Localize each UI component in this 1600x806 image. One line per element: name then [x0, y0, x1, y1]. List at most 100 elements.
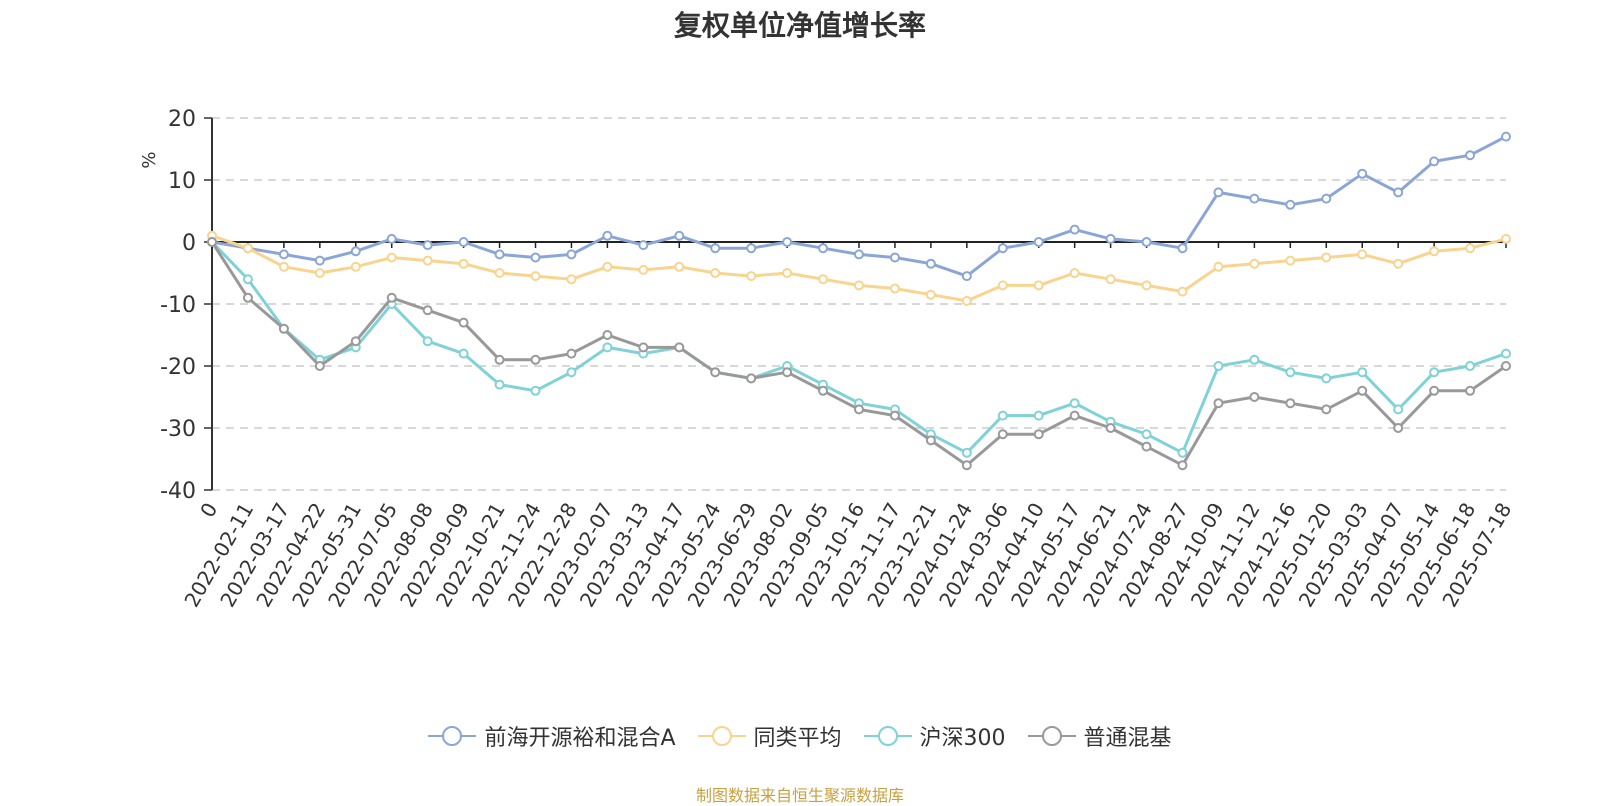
data-point	[1357, 385, 1368, 396]
data-point	[1393, 258, 1404, 269]
data-point	[818, 385, 829, 396]
data-point	[458, 348, 469, 359]
data-point	[638, 342, 649, 353]
data-point	[1465, 243, 1476, 254]
data-point	[386, 292, 397, 303]
data-point	[458, 317, 469, 328]
data-point	[1105, 233, 1116, 244]
y-tick-label: 20	[168, 107, 196, 132]
data-point	[1501, 131, 1511, 142]
data-point	[674, 261, 685, 272]
data-point	[1177, 460, 1188, 471]
data-point	[566, 274, 577, 285]
data-point	[1393, 423, 1404, 433]
data-point	[314, 255, 325, 266]
data-point	[818, 274, 829, 285]
data-point	[1357, 249, 1368, 260]
data-point	[710, 268, 721, 278]
data-point	[494, 268, 505, 278]
data-point	[997, 243, 1008, 254]
data-point	[1249, 193, 1260, 204]
data-point	[458, 237, 469, 247]
chart-title: 复权单位净值增长率	[673, 9, 926, 42]
data-point	[854, 280, 864, 291]
data-point	[314, 361, 325, 371]
data-point	[1177, 243, 1188, 254]
data-point	[638, 240, 649, 251]
legend-item[interactable]: 普通混基	[1027, 720, 1172, 752]
data-point	[494, 249, 505, 260]
data-point	[494, 354, 505, 365]
data-point	[350, 261, 361, 272]
data-point	[422, 240, 433, 251]
data-point	[710, 367, 721, 378]
data-point	[1321, 404, 1332, 415]
data-point	[1069, 398, 1080, 409]
data-point	[1429, 367, 1440, 378]
data-point	[1465, 150, 1476, 161]
data-point	[350, 336, 361, 347]
data-point	[1141, 441, 1152, 452]
data-point	[242, 274, 253, 285]
data-point	[386, 233, 397, 244]
data-point	[566, 249, 577, 260]
data-point	[925, 289, 936, 300]
data-point	[1501, 233, 1511, 244]
data-point	[1069, 224, 1080, 235]
data-point	[854, 249, 864, 260]
series-line-2	[210, 240, 1507, 455]
data-point	[242, 292, 253, 303]
data-point	[1033, 410, 1044, 421]
legend-item[interactable]: 同类平均	[697, 720, 842, 752]
legend-marker-icon	[697, 726, 746, 746]
data-point	[1249, 258, 1260, 269]
data-point	[1321, 252, 1332, 263]
source-note: 制图数据来自恒生聚源数据库	[695, 786, 904, 805]
data-point	[1393, 187, 1404, 198]
data-point	[961, 271, 972, 282]
data-point	[1429, 385, 1440, 396]
data-point	[1249, 392, 1260, 402]
data-point	[602, 330, 613, 340]
data-point	[1033, 280, 1044, 291]
legend-item[interactable]: 前海开源裕和混合A	[428, 720, 676, 752]
data-point	[1213, 261, 1224, 272]
data-point	[1105, 423, 1116, 433]
data-point	[746, 243, 757, 254]
data-point	[422, 336, 433, 347]
data-point	[1285, 367, 1296, 378]
data-point	[710, 243, 721, 254]
data-point	[566, 367, 577, 378]
data-point	[602, 261, 613, 272]
data-point	[350, 246, 361, 257]
data-point	[1429, 156, 1440, 167]
data-point	[889, 410, 900, 421]
y-tick-label: 0	[182, 231, 196, 256]
data-point	[278, 249, 289, 260]
data-point	[1213, 361, 1224, 371]
data-point	[1321, 193, 1332, 204]
data-point	[1177, 286, 1188, 297]
data-point	[1141, 280, 1152, 291]
data-point	[854, 404, 864, 415]
legend-label: 普通混基	[1083, 726, 1172, 751]
data-point	[1465, 385, 1476, 396]
data-point	[278, 323, 289, 334]
data-point	[997, 410, 1008, 421]
legend-marker-icon	[1027, 726, 1076, 746]
grid-lines	[212, 117, 1506, 491]
data-point	[746, 271, 757, 282]
data-point	[961, 447, 972, 458]
data-point	[530, 252, 541, 263]
data-point	[1141, 429, 1152, 440]
data-point	[1213, 187, 1224, 198]
data-point	[746, 373, 757, 384]
data-point	[1141, 237, 1152, 247]
data-point	[782, 367, 793, 378]
legend-item[interactable]: 沪深300	[863, 720, 1006, 752]
data-point	[997, 429, 1008, 440]
data-point	[1033, 429, 1044, 440]
data-point	[1249, 354, 1260, 365]
data-point	[889, 252, 900, 263]
